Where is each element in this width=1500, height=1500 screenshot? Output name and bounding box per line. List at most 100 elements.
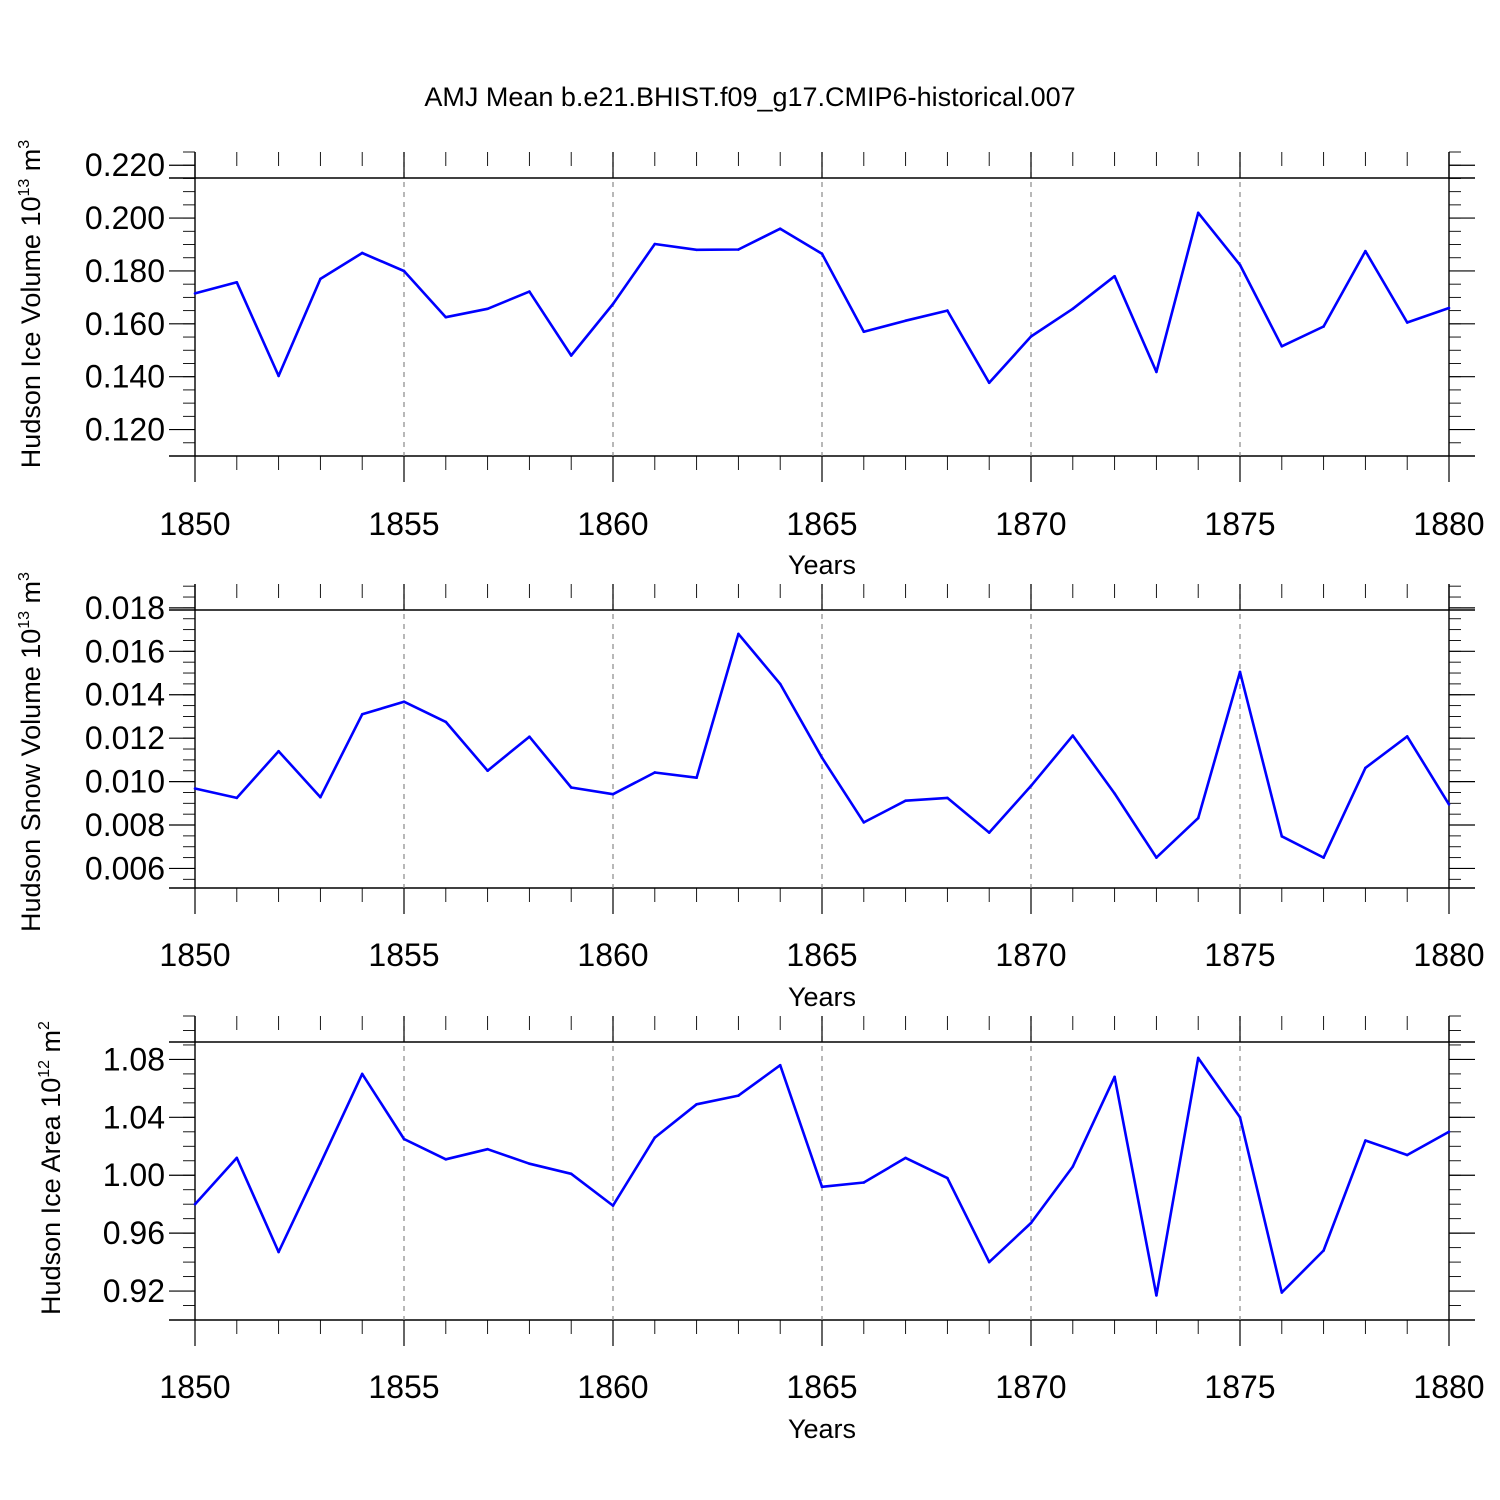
data-point	[1322, 1249, 1325, 1252]
data-point	[193, 292, 197, 295]
y-tick-label: 0.120	[85, 412, 165, 448]
x-tick-label: 1880	[1413, 1369, 1484, 1405]
data-point	[1280, 344, 1284, 348]
data-point	[1155, 1294, 1158, 1297]
x-axis-title: Years	[788, 982, 856, 1012]
data-point	[235, 796, 239, 800]
x-tick-label: 1870	[995, 506, 1066, 542]
data-point	[569, 1172, 573, 1176]
data-point	[1113, 792, 1116, 795]
panel-ice-area: 1.08 1.04 1.00 0.96 0.92 1850 1855 1860 1865 1870…	[36, 1015, 1485, 1444]
y-axis-title: Hudson Ice Area 1012 m2	[36, 1021, 66, 1315]
data-point	[1029, 1221, 1033, 1225]
chart-title: AMJ Mean b.e21.BHIST.f09_g17.CMIP6-histo…	[424, 82, 1075, 112]
data-point	[402, 269, 406, 273]
data-point	[1238, 1116, 1242, 1119]
data-point	[987, 381, 991, 385]
x-tick-label: 1855	[368, 506, 439, 542]
x-axis-title: Years	[788, 550, 856, 580]
x-tick-label: 1875	[1204, 937, 1275, 973]
y-tick-label: 0.012	[85, 720, 165, 756]
data-point	[737, 632, 740, 636]
y-tick-label: 0.014	[85, 677, 165, 713]
data-point	[862, 330, 866, 334]
data-point	[193, 1202, 197, 1206]
data-point	[277, 749, 280, 753]
data-point	[1322, 856, 1325, 859]
y-tick-label: 0.008	[85, 807, 165, 843]
y-axis-title: Hudson Ice Volume 1013 m3	[16, 140, 46, 468]
data-point	[1280, 1291, 1284, 1294]
data-point	[1364, 1139, 1367, 1142]
data-point	[1155, 370, 1158, 374]
x-tick-label: 1850	[159, 506, 230, 542]
data-point	[1071, 734, 1075, 737]
data-point	[528, 290, 531, 293]
data-point	[193, 787, 197, 790]
data-point	[1029, 335, 1033, 338]
data-point	[695, 1103, 698, 1106]
data-point	[1405, 321, 1409, 324]
data-point	[611, 1204, 615, 1207]
x-tick-label: 1850	[159, 937, 230, 973]
y-tick-label: 1.08	[103, 1041, 165, 1077]
data-point	[360, 251, 364, 255]
data-point	[1071, 307, 1075, 311]
data-point	[946, 309, 949, 312]
x-tick-label: 1875	[1204, 506, 1275, 542]
data-point	[486, 769, 489, 773]
data-point	[1196, 816, 1200, 820]
data-point	[1071, 1165, 1075, 1168]
data-point	[778, 682, 782, 686]
panel-snow-volume: 0.018 0.016 0.014 0.012 0.010 0.008 0.006 1850 1…	[16, 572, 1485, 1012]
data-point	[319, 277, 322, 281]
data-point	[1364, 766, 1367, 770]
y-tick-label: 1.00	[103, 1157, 165, 1193]
data-point	[904, 319, 907, 322]
x-tick-label: 1855	[368, 937, 439, 973]
data-point	[1405, 1153, 1409, 1157]
data-point	[987, 831, 991, 834]
data-point	[1405, 735, 1409, 738]
series-line-ice-volume	[194, 211, 1450, 385]
data-point	[277, 374, 280, 378]
data-point	[946, 796, 949, 800]
data-point	[695, 776, 698, 779]
data-point	[569, 354, 573, 357]
x-tick-label: 1875	[1204, 1369, 1275, 1405]
data-point	[820, 756, 824, 760]
data-point	[360, 712, 364, 716]
y-axis-title: Hudson Snow Volume 1013 m3	[16, 572, 46, 932]
data-point	[402, 700, 406, 703]
data-point	[904, 1156, 907, 1160]
data-point	[235, 281, 239, 284]
data-point	[695, 248, 698, 252]
y-tick-label: 0.016	[85, 633, 165, 669]
data-point	[1113, 274, 1116, 278]
data-point	[444, 720, 448, 724]
data-point	[569, 786, 573, 789]
data-point	[444, 1158, 448, 1161]
data-point	[862, 1181, 866, 1184]
data-point	[402, 1137, 406, 1141]
data-point	[653, 1136, 657, 1139]
data-point	[1113, 1075, 1116, 1079]
y-tick-label: 0.010	[85, 764, 165, 800]
data-point	[277, 1250, 280, 1254]
x-tick-label: 1860	[577, 506, 648, 542]
data-point	[1196, 1056, 1200, 1060]
data-point	[1364, 249, 1367, 253]
x-tick-label: 1860	[577, 1369, 648, 1405]
y-tick-label: 0.140	[85, 359, 165, 395]
panel-ice-volume: 0.220 0.200 0.180 0.160 0.140 0.120 1850 1855 18…	[16, 140, 1485, 580]
y-tick-label: 0.018	[85, 590, 165, 626]
data-point	[737, 248, 740, 251]
data-point	[820, 1185, 824, 1189]
y-tick-label: 0.92	[103, 1273, 165, 1309]
x-axis-title: Years	[788, 1414, 856, 1444]
data-point	[778, 227, 782, 230]
data-point	[653, 771, 657, 774]
data-point	[319, 795, 322, 799]
data-point	[820, 252, 824, 256]
